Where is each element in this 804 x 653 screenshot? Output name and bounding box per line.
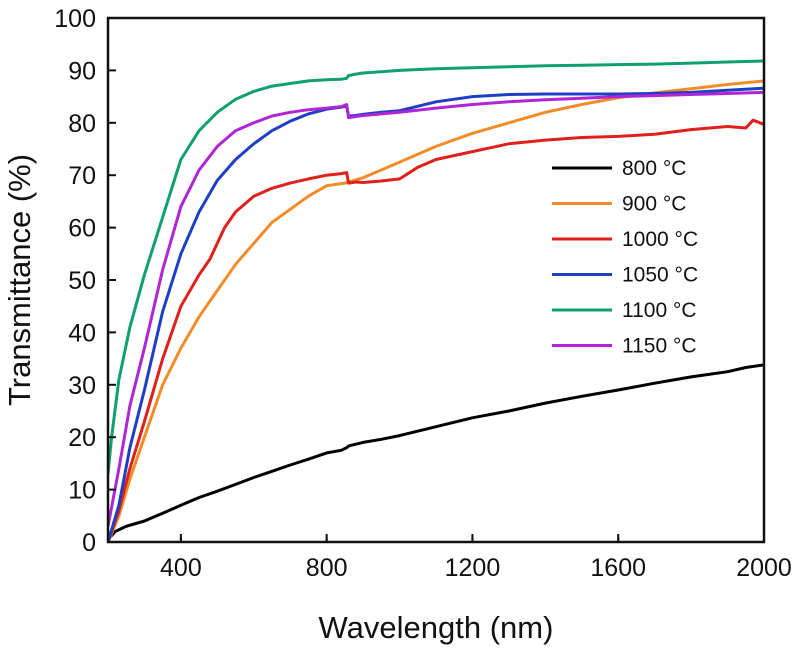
x-tick-label: 1200 — [445, 554, 501, 582]
ticks-layer: 400 800 1200 1600 2000 0 10 20 30 40 50 60 70 80 90 100 — [54, 5, 792, 582]
x-tick-label: 400 — [160, 554, 202, 582]
series-line-5 — [108, 90, 764, 527]
legend-label-0: 800 °C — [622, 157, 686, 180]
y-tick-label: 10 — [68, 477, 96, 505]
y-tick-label: 40 — [68, 319, 96, 347]
legend-label-1: 900 °C — [622, 193, 686, 216]
y-tick-label: 0 — [82, 529, 96, 557]
y-tick-label: 20 — [68, 424, 96, 452]
series-line-1 — [108, 79, 764, 542]
series-layer — [108, 59, 764, 542]
y-tick-label: 50 — [68, 267, 96, 295]
y-tick-label: 60 — [68, 215, 96, 243]
x-tick-label: 1600 — [590, 554, 646, 582]
series-line-0 — [108, 363, 764, 541]
series-line-2 — [108, 118, 764, 542]
legend-label-3: 1050 °C — [622, 264, 698, 287]
legend-label-5: 1150 °C — [622, 335, 697, 358]
legend-label-4: 1100 °C — [622, 299, 697, 322]
x-tick-label: 800 — [306, 554, 348, 582]
y-axis-title: Transmittance (%) — [2, 154, 37, 406]
legend-label-2: 1000 °C — [622, 228, 698, 251]
x-axis-title: Wavelength (nm) — [319, 610, 554, 645]
y-tick-label: 70 — [68, 162, 96, 190]
y-tick-label: 30 — [68, 372, 96, 400]
series-line-4 — [108, 59, 764, 475]
y-tick-label: 80 — [68, 110, 96, 138]
x-tick-label: 2000 — [736, 554, 792, 582]
y-tick-label: 90 — [68, 57, 96, 85]
y-tick-label: 100 — [54, 5, 96, 33]
legend: 800 °C 900 °C 1000 °C 1050 °C 1100 °C 1150 °C — [552, 157, 698, 358]
